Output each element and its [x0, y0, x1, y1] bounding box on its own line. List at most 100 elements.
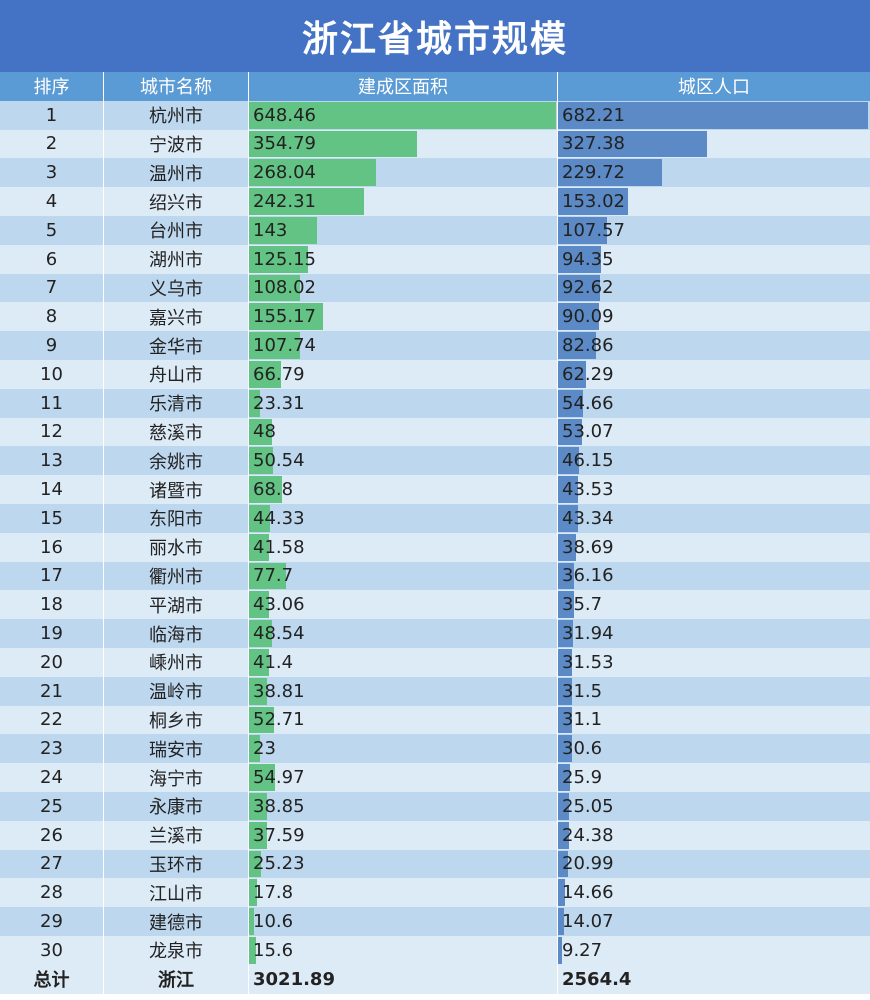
pop-value: 90.09	[562, 306, 614, 328]
area-bar	[249, 562, 286, 590]
table-row: 18 平湖市 43.06 35.7	[0, 590, 870, 620]
pop-value: 327.38	[562, 133, 625, 155]
area-value: 648.46	[253, 104, 316, 126]
pop-cell: 31.94	[558, 619, 870, 648]
pop-value: 682.21	[562, 104, 625, 126]
area-cell: 648.46	[249, 100, 558, 130]
pop-value: 35.7	[562, 594, 603, 616]
rank-cell: 19	[0, 619, 104, 648]
pop-bar	[558, 620, 573, 647]
area-value: 25.23	[253, 853, 305, 875]
area-bar	[249, 706, 274, 734]
city-cell: 诸暨市	[104, 475, 249, 504]
city-cell: 江山市	[104, 878, 249, 908]
area-cell: 242.31	[249, 187, 558, 216]
pop-cell: 43.53	[558, 475, 870, 504]
pop-bar	[558, 879, 565, 907]
pop-bar	[558, 792, 570, 820]
area-bar	[249, 821, 267, 849]
rank-cell: 20	[0, 647, 104, 677]
city-cell: 嵊州市	[104, 647, 249, 677]
area-cell: 77.7	[249, 561, 558, 591]
pop-value: 31.94	[562, 623, 614, 645]
pop-value: 31.53	[562, 651, 614, 673]
table-row: 30 龙泉市 15.6 9.27	[0, 935, 870, 965]
area-cell: 125.15	[249, 244, 558, 274]
area-value: 23.31	[253, 392, 305, 414]
city-cell: 湖州市	[104, 244, 249, 274]
pop-bar	[558, 447, 579, 475]
rank-cell: 28	[0, 878, 104, 908]
pop-value: 30.6	[562, 738, 603, 760]
pop-bar	[558, 360, 587, 388]
pop-bar	[558, 533, 576, 561]
pop-value: 82.86	[562, 335, 614, 357]
rank-cell: 30	[0, 935, 104, 965]
pop-bar	[558, 389, 583, 417]
area-value: 50.54	[253, 450, 305, 472]
city-cell: 余姚市	[104, 446, 249, 476]
area-value: 44.33	[253, 507, 305, 529]
area-cell: 107.74	[249, 331, 558, 360]
city-cell: 舟山市	[104, 359, 249, 389]
pop-cell: 92.62	[558, 273, 870, 303]
table-row: 21 温岭市 38.81 31.5	[0, 676, 870, 706]
table-row: 4 绍兴市 242.31 153.02	[0, 187, 870, 216]
total-label: 总计	[0, 964, 104, 994]
area-cell: 268.04	[249, 158, 558, 188]
area-value: 107.74	[253, 335, 316, 357]
pop-value: 38.69	[562, 536, 614, 558]
area-value: 108.02	[253, 277, 316, 299]
pop-cell: 25.05	[558, 791, 870, 821]
city-cell: 丽水市	[104, 532, 249, 562]
header-rank: 排序	[0, 72, 104, 101]
rank-cell: 18	[0, 590, 104, 620]
pop-value: 43.53	[562, 479, 614, 501]
city-cell: 兰溪市	[104, 820, 249, 850]
pop-value: 94.35	[562, 248, 614, 270]
city-scale-table: 排序 城市名称 建成区面积 城区人口 1 杭州市 648.46 682.21 2 宁波市 3…	[0, 72, 870, 994]
table-row: 13 余姚市 50.54 46.15	[0, 446, 870, 476]
city-cell: 玉环市	[104, 849, 249, 879]
area-bar	[249, 677, 268, 705]
pop-value: 43.34	[562, 507, 614, 529]
table-row: 14 诸暨市 68.8 43.53	[0, 475, 870, 504]
area-value: 354.79	[253, 133, 316, 155]
city-cell: 温州市	[104, 158, 249, 188]
area-cell: 15.6	[249, 935, 558, 965]
table-row: 29 建德市 10.6 14.07	[0, 907, 870, 936]
area-cell: 41.4	[249, 647, 558, 677]
pop-bar	[558, 188, 628, 215]
pop-cell: 14.66	[558, 878, 870, 908]
rank-cell: 3	[0, 158, 104, 188]
city-cell: 桐乡市	[104, 705, 249, 735]
city-cell: 建德市	[104, 907, 249, 936]
area-cell: 48.54	[249, 619, 558, 648]
pop-cell: 20.99	[558, 849, 870, 879]
rank-cell: 21	[0, 676, 104, 706]
city-cell: 温岭市	[104, 676, 249, 706]
rank-cell: 6	[0, 244, 104, 274]
area-value: 242.31	[253, 191, 316, 213]
pop-value: 31.1	[562, 709, 603, 731]
rank-cell: 8	[0, 302, 104, 332]
table-row: 20 嵊州市 41.4 31.53	[0, 647, 870, 677]
area-value: 143	[253, 219, 288, 241]
table-row: 27 玉环市 25.23 20.99	[0, 849, 870, 879]
pop-bar	[558, 706, 573, 734]
pop-bar	[558, 677, 573, 705]
pop-cell: 327.38	[558, 129, 870, 159]
area-bar	[249, 332, 300, 359]
pop-cell: 31.1	[558, 705, 870, 735]
pop-bar	[558, 159, 663, 187]
pop-bar	[558, 216, 607, 244]
pop-bar	[558, 908, 565, 935]
area-cell: 44.33	[249, 503, 558, 533]
area-value: 48.54	[253, 623, 305, 645]
pop-value: 9.27	[562, 939, 603, 961]
pop-value: 153.02	[562, 191, 625, 213]
pop-cell: 94.35	[558, 244, 870, 274]
table-row: 7 义乌市 108.02 92.62	[0, 273, 870, 303]
pop-cell: 31.5	[558, 676, 870, 706]
city-cell: 东阳市	[104, 503, 249, 533]
